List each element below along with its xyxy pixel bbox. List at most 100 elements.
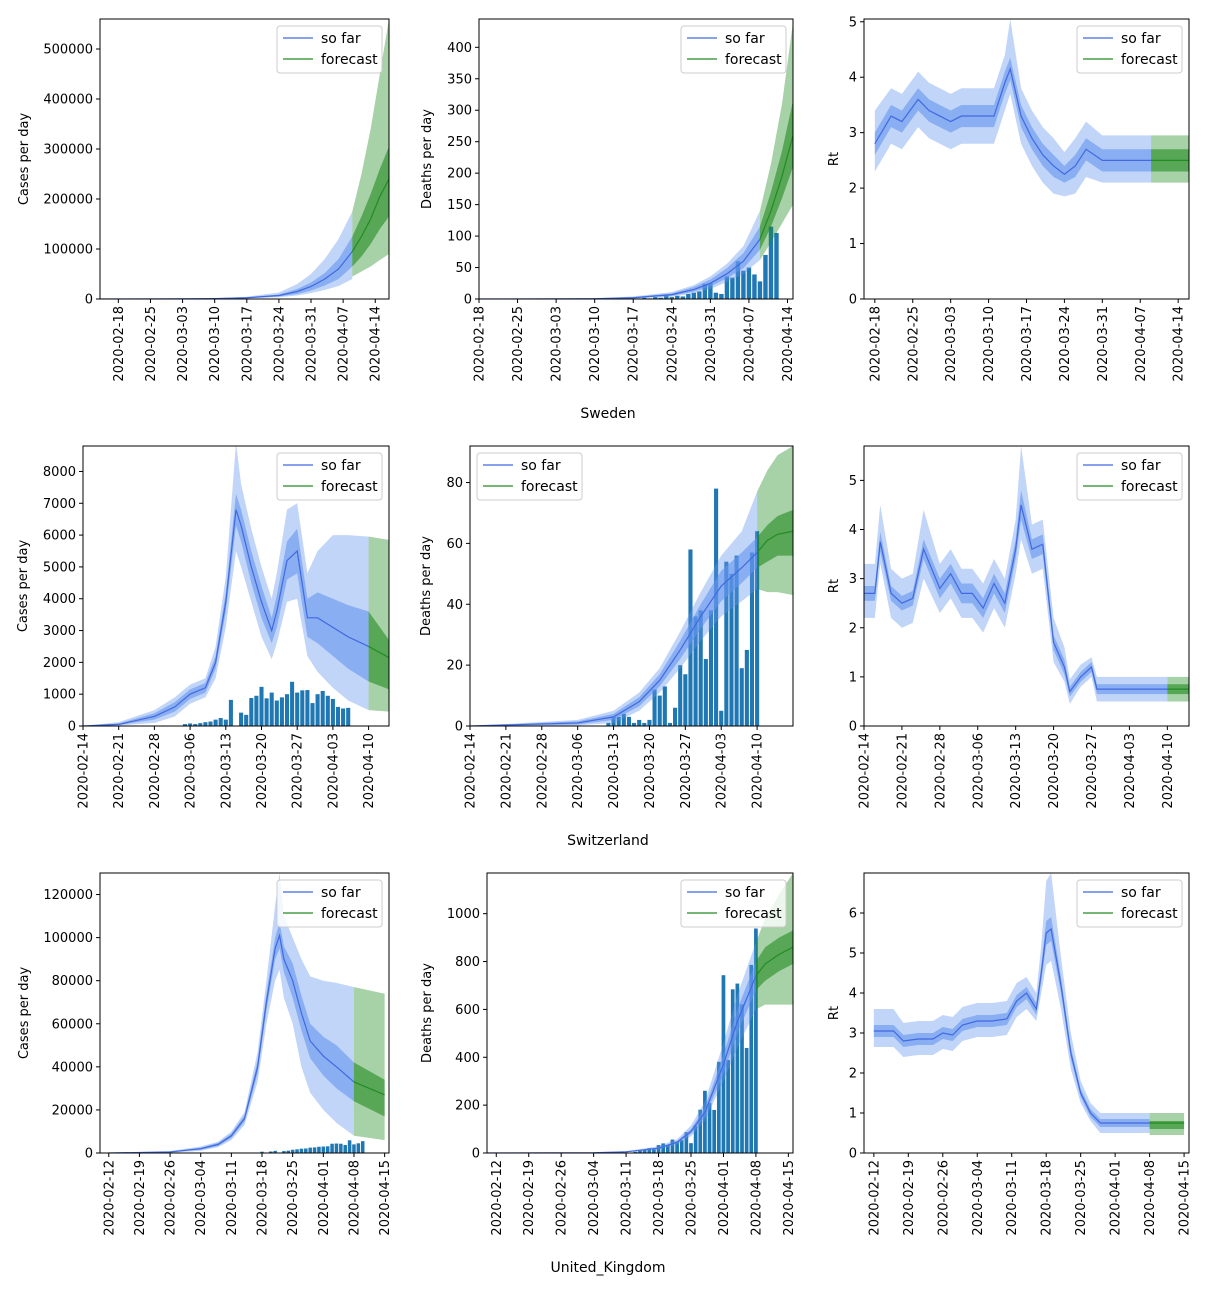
data-bar <box>254 695 259 726</box>
y-tick-label: 400 <box>455 1051 480 1066</box>
data-bar <box>708 610 714 726</box>
data-bar <box>611 716 616 726</box>
y-tick-label: 100000 <box>43 931 93 946</box>
x-tick-label: 2020-04-08 <box>749 1160 764 1236</box>
x-tick-label: 2020-03-13 <box>607 733 622 809</box>
y-tick-label: 50 <box>455 261 472 276</box>
forecast-ci50-band <box>755 930 793 991</box>
data-bar <box>740 1004 744 1153</box>
data-bar <box>273 1150 277 1153</box>
axes-frame <box>863 445 1190 727</box>
data-bar <box>744 649 749 726</box>
data-bar <box>352 1144 356 1153</box>
y-tick-label: 200 <box>447 167 472 182</box>
data-bar <box>642 297 647 299</box>
x-tick-label: 2020-03-03 <box>944 306 959 382</box>
x-tick-label: 2020-04-15 <box>1178 1160 1193 1236</box>
x-tick-label: 2020-02-14 <box>464 733 479 809</box>
y-tick-label: 1000 <box>447 907 480 922</box>
data-bar <box>662 686 667 726</box>
data-bar <box>346 707 351 726</box>
x-tick-label: 2020-03-10 <box>588 306 603 382</box>
data-bar <box>269 1151 273 1153</box>
plot-area <box>479 22 793 299</box>
so-far-ci95-band <box>873 873 1150 1133</box>
plot-area <box>108 873 385 1153</box>
y-tick-label: 1 <box>849 670 857 685</box>
legend-forecast-label: forecast <box>1121 479 1178 495</box>
so-far-line <box>874 66 1152 176</box>
data-bar <box>260 1151 264 1153</box>
data-bar <box>774 232 779 299</box>
forecast-ci50-band <box>759 100 793 250</box>
y-tick-label: 3000 <box>43 624 76 639</box>
plot-area <box>873 873 1185 1135</box>
data-bar <box>698 1109 703 1153</box>
x-tick-label: 2020-02-12 <box>867 1160 882 1236</box>
x-tick-label: 2020-03-18 <box>1040 1160 1055 1236</box>
data-bar <box>321 1146 326 1153</box>
data-bar <box>675 295 680 299</box>
legend-so-far-label: so far <box>725 885 765 901</box>
chart-sweden-rt: 0 1 2 3 4 5 2020-02-18 2020-02-25 2020-03-03 2020… <box>827 15 1190 382</box>
axes-frame <box>863 872 1190 1154</box>
plot-area <box>864 446 1189 704</box>
axes-frame <box>99 872 390 1154</box>
data-bar <box>697 291 702 299</box>
so-far-ci50-band <box>83 493 369 726</box>
data-bar <box>708 283 713 299</box>
x-tick-label: 2020-03-27 <box>1085 733 1100 809</box>
x-tick-label: 2020-04-03 <box>326 733 341 809</box>
x-tick-label: 2020-02-25 <box>144 306 159 382</box>
forecast-line <box>759 135 793 240</box>
data-bar <box>735 983 740 1153</box>
y-tick-label: 5 <box>849 474 857 489</box>
chart-united_kingdom-cases: 0 20000 40000 60000 80000 100000 120000 2020-02… <box>17 872 393 1236</box>
data-bar <box>305 690 310 726</box>
legend-so-far-label: so far <box>321 31 361 47</box>
data-bar <box>664 295 669 299</box>
x-tick-label: 2020-03-06 <box>184 733 199 809</box>
x-tick-label: 2020-03-10 <box>208 306 223 382</box>
data-bar <box>679 1140 684 1153</box>
y-tick-label: 2 <box>849 1067 857 1082</box>
x-tick-label: 2020-04-10 <box>1161 733 1176 809</box>
chart-sweden-deaths: 0 50 100 150 200 250 300 350 400 2020-02-18 2020-0… <box>420 18 796 382</box>
x-tick-label: 2020-02-19 <box>522 1160 537 1236</box>
data-bar <box>188 723 193 726</box>
data-bar <box>693 1125 698 1153</box>
chart-sweden-cases: 0 100000 200000 300000 400000 500000 2020-02-1… <box>17 18 390 382</box>
x-tick-label: 2020-04-10 <box>362 733 377 809</box>
data-bar <box>730 989 735 1153</box>
y-tick-label: 3 <box>849 126 857 141</box>
x-tick-label: 2020-04-14 <box>781 306 796 382</box>
data-bar <box>656 1145 661 1153</box>
legend-forecast-label: forecast <box>321 479 378 495</box>
data-bar <box>193 724 198 726</box>
x-tick-label: 2020-03-04 <box>971 1160 986 1236</box>
so-far-line <box>873 927 1150 1124</box>
data-bar <box>182 724 188 726</box>
data-bar <box>317 1146 321 1153</box>
data-bar <box>308 1147 312 1153</box>
data-bar <box>735 261 741 299</box>
y-tick-label: 100 <box>447 230 472 245</box>
country-title: Sweden <box>580 406 635 422</box>
x-tick-label: 2020-02-12 <box>490 1160 505 1236</box>
data-bar <box>680 296 686 299</box>
data-bar <box>330 698 335 726</box>
y-axis-label: Deaths per day <box>419 536 434 636</box>
y-tick-label: 500000 <box>43 43 93 58</box>
data-bar <box>295 692 300 726</box>
data-bar <box>698 610 703 726</box>
data-bar <box>724 561 729 726</box>
data-bar <box>325 695 330 726</box>
data-bar <box>716 1061 721 1153</box>
x-tick-label: 2020-03-13 <box>1009 733 1024 809</box>
plot-area <box>874 19 1189 197</box>
data-bar <box>290 1149 295 1153</box>
y-tick-label: 60 <box>446 537 463 552</box>
data-bar <box>334 1143 339 1153</box>
data-bar <box>299 1148 304 1153</box>
legend-forecast-label: forecast <box>1121 52 1178 68</box>
